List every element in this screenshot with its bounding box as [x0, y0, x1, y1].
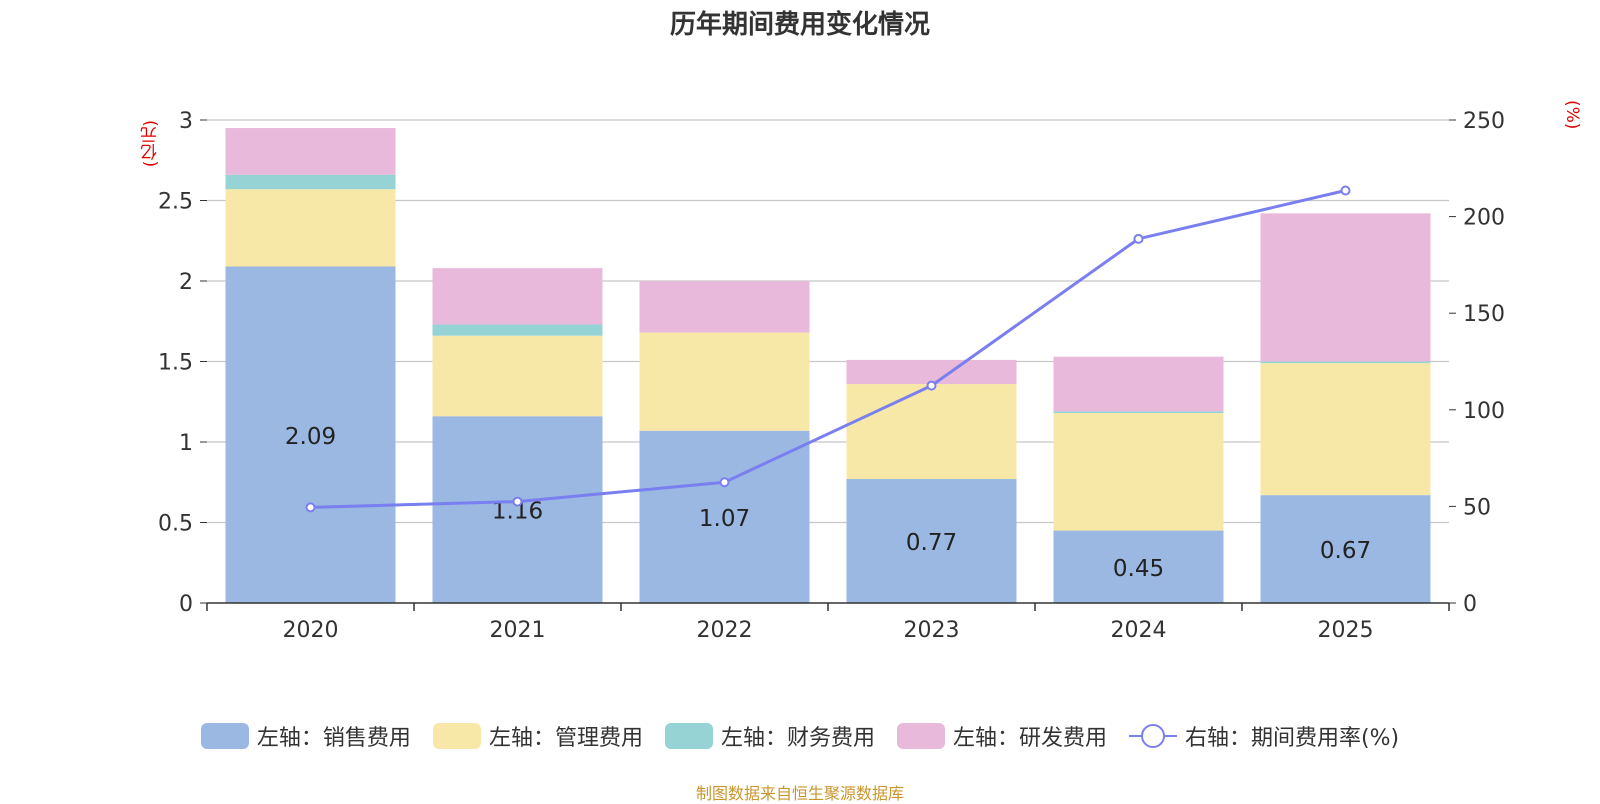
x-tick-label: 2024 [1111, 618, 1167, 643]
left-tick-label: 0.5 [158, 512, 193, 537]
legend-swatch-sales [200, 723, 249, 749]
right-tick-label: 100 [1463, 399, 1505, 424]
bar-rnd-2025 [1260, 213, 1431, 362]
data-label-sales: 2.09 [285, 424, 336, 450]
legend-swatch-finance [664, 723, 713, 749]
x-tick-label: 2023 [904, 618, 960, 643]
right-tick-label: 0 [1463, 592, 1477, 617]
data-source-note: 制图数据来自恒生聚源数据库 [695, 784, 904, 803]
data-label-sales: 0.67 [1320, 538, 1371, 564]
expense-ratio-line [310, 189, 1346, 509]
bar-rnd-2022 [639, 281, 810, 333]
legend-item-finance[interactable]: 左轴：财务费用 [664, 720, 875, 752]
right-tick-label: 200 [1463, 206, 1505, 231]
right-tick-label: 50 [1463, 495, 1491, 520]
legend-item-admin[interactable]: 左轴：管理费用 [432, 720, 643, 752]
expense-ratio-point-2020 [305, 502, 316, 513]
right-tick-label: 150 [1463, 302, 1505, 327]
right-tick-label: 250 [1463, 109, 1505, 134]
legend-swatch-admin [432, 723, 481, 749]
bar-rnd-2020 [225, 128, 396, 175]
chart-title: 历年期间费用变化情况 [669, 10, 930, 40]
bar-sales-2025 [1260, 495, 1431, 603]
legend-item-sales[interactable]: 左轴：销售费用 [200, 720, 411, 752]
expense-ratio-point-2025 [1340, 185, 1351, 196]
left-tick-label: 3 [179, 109, 193, 134]
x-tick-label: 2022 [697, 618, 753, 643]
left-tick-label: 1 [179, 431, 193, 456]
left-tick-label: 2.5 [158, 190, 193, 215]
legend-label-sales: 左轴：销售费用 [256, 726, 411, 751]
bar-finance-2021 [432, 324, 603, 336]
left-tick-label: 1.5 [158, 351, 193, 376]
left-tick-label: 0 [179, 592, 193, 617]
bar-finance-2020 [225, 174, 396, 190]
x-tick-label: 2021 [490, 618, 546, 643]
legend-item-rnd[interactable]: 左轴：研发费用 [896, 720, 1107, 752]
bar-finance-2025 [1260, 361, 1431, 364]
bar-rnd-2023 [846, 359, 1017, 385]
bar-finance-2024 [1053, 411, 1224, 414]
bar-sales-2021 [432, 416, 603, 603]
bar-rnd-2021 [432, 268, 603, 325]
bar-admin-2021 [432, 335, 603, 417]
bar-admin-2024 [1053, 413, 1224, 531]
expense-ratio-point-2024 [1133, 233, 1144, 244]
left-tick-label: 2 [179, 270, 193, 295]
x-tick-label: 2025 [1318, 618, 1374, 643]
legend-label-rnd: 左轴：研发费用 [952, 726, 1107, 751]
bar-admin-2025 [1260, 363, 1431, 496]
expense-ratio-point-2023 [926, 380, 937, 391]
bar-sales-2020 [225, 266, 396, 603]
legend-swatch-expense-ratio [1128, 723, 1177, 749]
right-axis-unit: (%) [1562, 100, 1582, 130]
bar-rnd-2024 [1053, 356, 1224, 412]
data-label-sales: 0.77 [906, 530, 957, 556]
legend-label-expense-ratio: 右轴：期间费用率(%) [1184, 726, 1400, 751]
bar-admin-2022 [639, 332, 810, 431]
bar-sales-2022 [639, 430, 810, 603]
legend-swatch-rnd [896, 723, 945, 749]
expense-ratio-point-2022 [719, 477, 730, 488]
x-tick-label: 2020 [283, 618, 339, 643]
bar-sales-2023 [846, 479, 1017, 603]
expense-ratio-point-2021 [512, 496, 523, 507]
legend-item-expense-ratio[interactable]: 右轴：期间费用率(%) [1128, 720, 1400, 752]
legend: 左轴：销售费用 左轴：管理费用 左轴：财务费用 左轴：研发费用 右轴：期间费用率… [0, 720, 1600, 752]
data-label-sales: 1.07 [699, 506, 750, 532]
bar-admin-2023 [846, 384, 1017, 480]
data-label-sales: 0.45 [1113, 556, 1164, 582]
bar-sales-2024 [1053, 530, 1224, 603]
legend-label-admin: 左轴：管理费用 [488, 726, 643, 751]
bar-admin-2020 [225, 189, 396, 267]
legend-label-finance: 左轴：财务费用 [720, 726, 875, 751]
